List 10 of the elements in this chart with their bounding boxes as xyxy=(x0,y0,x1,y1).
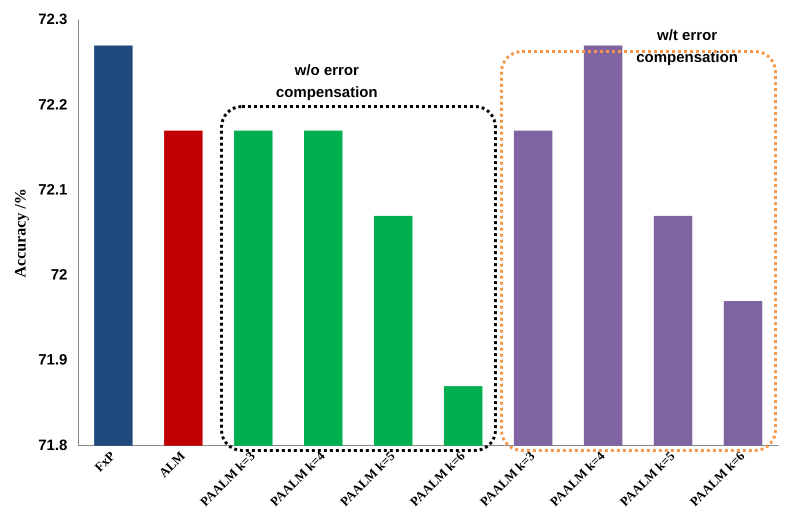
annotation: w/o error compensation xyxy=(276,62,378,101)
y-tick-label: 71.9 xyxy=(38,352,68,369)
y-tick-label: 71.8 xyxy=(38,436,68,454)
y-tick-label: 72 xyxy=(50,266,68,284)
x-tick-label: FxP xyxy=(91,448,118,475)
y-tick-label: 72.3 xyxy=(38,11,68,28)
y-axis-title: Accuracy /% xyxy=(12,188,30,278)
annotation: w/t error compensation xyxy=(636,27,738,66)
y-tick-label: 72.1 xyxy=(38,181,68,198)
y-tick-label: 72.2 xyxy=(38,96,68,114)
